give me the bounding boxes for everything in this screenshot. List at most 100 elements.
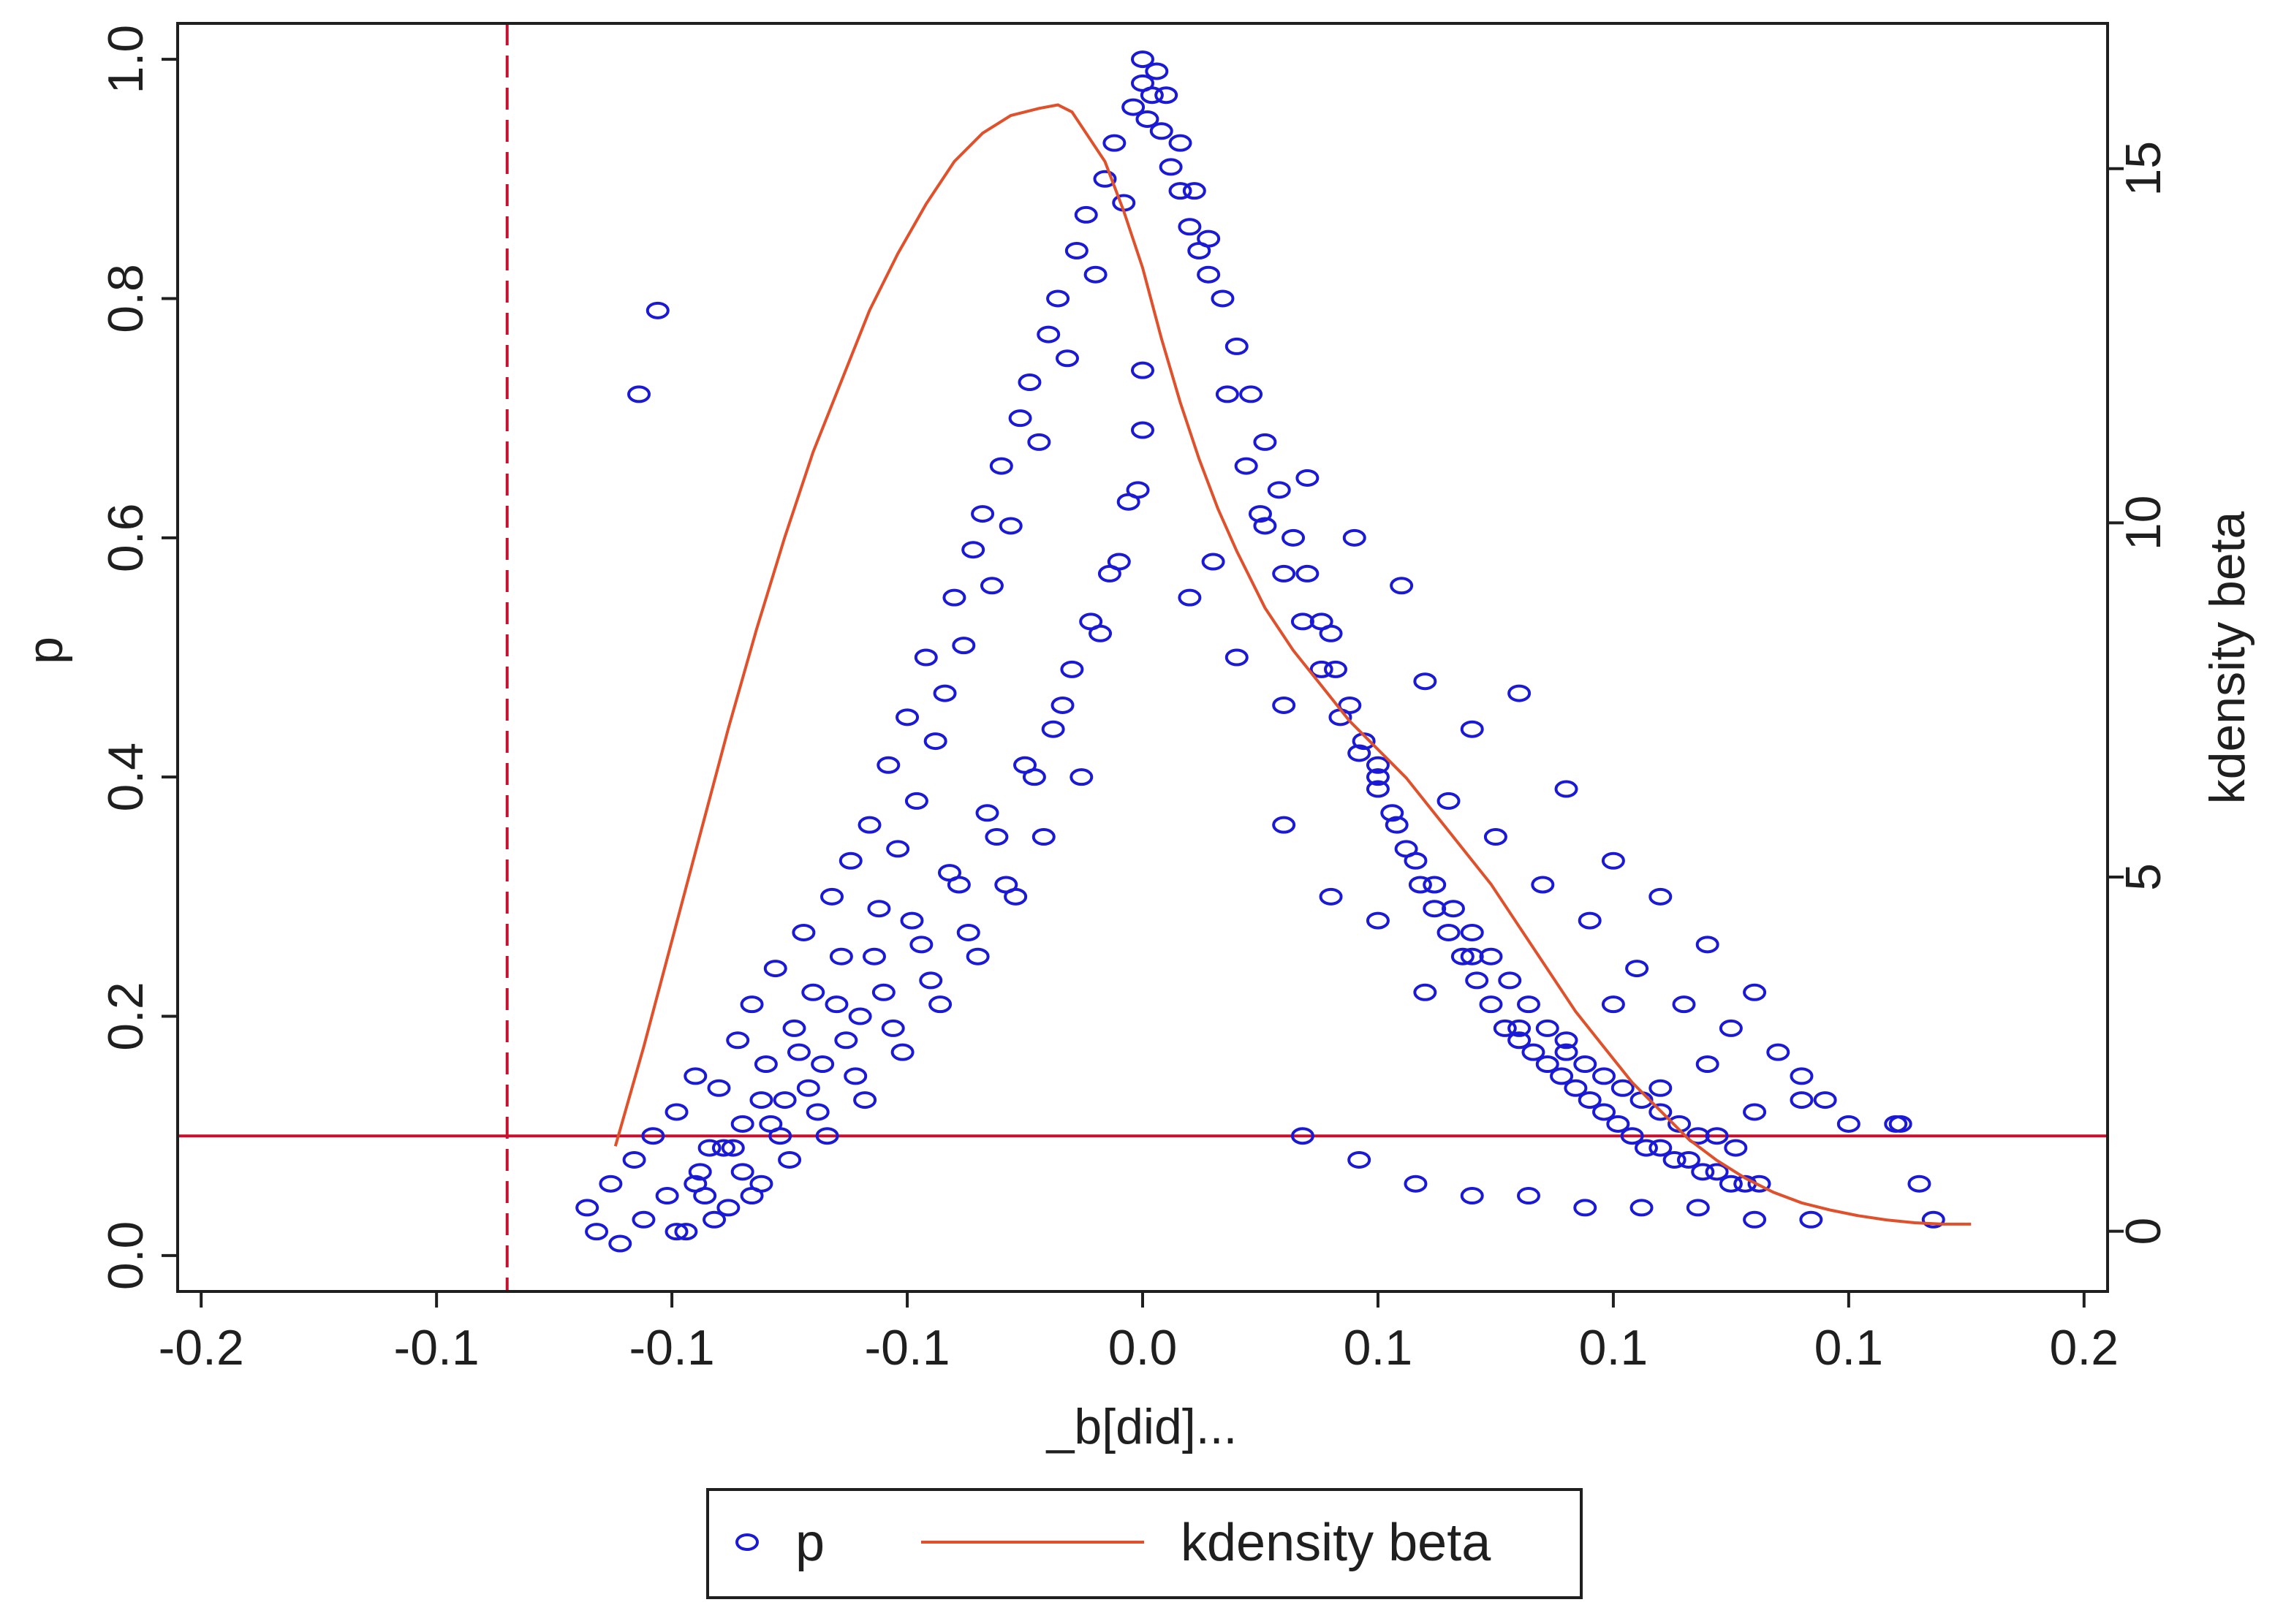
scatter-point xyxy=(1197,229,1221,248)
scatter-point xyxy=(1436,923,1461,941)
scatter-point xyxy=(622,1150,646,1169)
scatter-point xyxy=(1324,660,1347,678)
scatter-point xyxy=(877,756,901,774)
scatter-point xyxy=(1578,911,1602,930)
scatter-point xyxy=(1601,995,1625,1014)
scatter-point xyxy=(1907,1175,1931,1193)
scatter-point xyxy=(655,1187,679,1205)
y-left-tick-label: 1.0 xyxy=(98,25,154,94)
scatter-point xyxy=(1423,900,1447,918)
scatter-point xyxy=(834,1031,858,1050)
scatter-point xyxy=(1460,1187,1484,1205)
scatter-point xyxy=(730,1163,754,1181)
scatter-point xyxy=(688,1163,712,1181)
scatter-point xyxy=(1154,86,1178,105)
scatter-point xyxy=(1224,648,1249,667)
scatter-point xyxy=(1691,1163,1715,1181)
scatter-point xyxy=(1097,564,1121,583)
scatter-point xyxy=(1705,1127,1729,1145)
scatter-point xyxy=(1573,1199,1597,1217)
scatter-point xyxy=(1507,684,1532,702)
scatter-point xyxy=(796,1079,820,1097)
scatter-point xyxy=(707,1079,731,1097)
scatter-point xyxy=(923,732,947,751)
scatter-point xyxy=(1290,1127,1314,1145)
scatter-point xyxy=(792,923,816,941)
scatter-point xyxy=(1550,1067,1574,1085)
scatter-point xyxy=(1423,876,1447,894)
scatter-point xyxy=(961,541,985,559)
scatter-point xyxy=(825,995,849,1014)
scatter-point xyxy=(1366,911,1390,930)
scatter-point xyxy=(1465,971,1489,990)
scatter-point xyxy=(665,1223,689,1241)
scatter-point xyxy=(1592,1103,1616,1121)
y-left-tick-label: 0.6 xyxy=(98,504,154,573)
y-axis-left: 0.0 0.2 0.4 0.6 0.8 1.0 xyxy=(98,25,178,1290)
scatter-point xyxy=(909,936,934,954)
scatter-point xyxy=(1404,851,1428,870)
y-axis-right: 0 5 10 15 xyxy=(2108,141,2171,1245)
scatter-point xyxy=(575,1199,599,1217)
scatter-point xyxy=(853,1091,877,1109)
scatter-point xyxy=(1648,887,1673,906)
scatter-point xyxy=(815,1127,839,1145)
scatter-point xyxy=(801,983,825,1001)
scatter-point xyxy=(1888,1115,1912,1133)
reference-lines xyxy=(179,25,2106,1290)
scatter-point xyxy=(1648,1139,1673,1157)
scatter-point xyxy=(1319,887,1343,906)
scatter-point xyxy=(1479,995,1503,1014)
p-series xyxy=(575,50,1945,1253)
scatter-point xyxy=(1634,1139,1658,1157)
scatter-point xyxy=(1554,1031,1578,1050)
scatter-point xyxy=(1093,170,1117,188)
scatter-point xyxy=(646,301,670,319)
x-tick-label: -0.1 xyxy=(864,1320,950,1376)
scatter-point xyxy=(1719,1175,1743,1193)
scatter-point xyxy=(1380,804,1404,822)
scatter-point xyxy=(585,1223,609,1241)
scatter-point xyxy=(1121,98,1146,116)
scatter-point xyxy=(730,1115,754,1133)
scatter-point xyxy=(1385,816,1409,834)
scatter-point xyxy=(1921,1210,1945,1229)
scatter-point xyxy=(839,851,863,870)
scatter-point xyxy=(829,947,853,965)
legend-label-p: p xyxy=(795,1514,825,1572)
y-axis-right-title: kdensity beta xyxy=(2200,511,2255,804)
scatter-point xyxy=(1743,1103,1767,1121)
scatter-point xyxy=(820,887,844,906)
legend-label-kdensity: kdensity beta xyxy=(1181,1514,1491,1572)
scatter-point xyxy=(1483,828,1507,846)
scatter-point xyxy=(782,1019,806,1037)
legend: p kdensity beta xyxy=(706,1488,1583,1599)
scatter-point xyxy=(1211,289,1235,308)
scatter-point xyxy=(1460,923,1484,941)
scatter-point xyxy=(1535,1019,1559,1037)
scatter-point xyxy=(778,1150,802,1169)
y-right-tick-label: 0 xyxy=(2116,1218,2171,1245)
scatter-point xyxy=(1592,1067,1616,1085)
scatter-point xyxy=(867,900,891,918)
scatter-point xyxy=(684,1067,708,1085)
scatter-point xyxy=(1135,110,1159,128)
legend-marker-p xyxy=(735,1533,759,1551)
scatter-point xyxy=(1347,1150,1371,1169)
scatter-point xyxy=(1790,1091,1814,1109)
scatter-point xyxy=(721,1139,745,1157)
scatter-point xyxy=(933,684,957,702)
scatter-point xyxy=(1460,947,1484,965)
scatter-point xyxy=(773,1091,797,1109)
scatter-point xyxy=(1168,182,1192,200)
scatter-point xyxy=(1554,780,1578,798)
scatter-point xyxy=(1309,660,1333,678)
scatter-point xyxy=(1460,720,1484,738)
scatter-point xyxy=(665,1103,689,1121)
scatter-point xyxy=(811,1055,835,1074)
scatter-point xyxy=(862,947,886,965)
scatter-point xyxy=(1366,780,1390,798)
scatter-point xyxy=(749,1091,773,1109)
scatter-point xyxy=(1253,517,1277,535)
scatter-point xyxy=(1507,1031,1532,1050)
